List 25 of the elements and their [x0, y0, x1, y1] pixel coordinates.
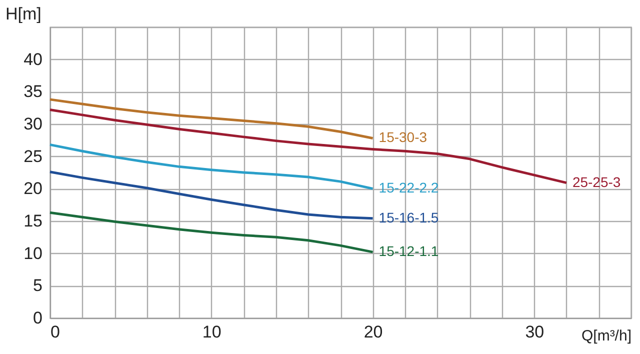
y-tick-label: 35 [24, 82, 42, 102]
line-series [48, 98, 374, 140]
y-tick-label: 30 [24, 114, 42, 134]
x-axis-title: Q[m³/h] [581, 328, 632, 344]
series-label: 15-22-2.2 [378, 180, 439, 196]
y-axis-title: H[m] [6, 4, 42, 24]
series-label: 15-12-1.1 [378, 243, 439, 260]
y-tick-label: 40 [24, 50, 42, 69]
y-tick-label: 15 [24, 212, 42, 230]
y-tick-label: 20 [24, 179, 42, 198]
x-tick-label: 20 [364, 322, 383, 342]
y-tick-label: 25 [24, 146, 42, 166]
y-tick-label: 0 [33, 308, 42, 328]
line-series [48, 108, 568, 184]
line-series [48, 170, 374, 220]
x-tick-label: 10 [202, 322, 222, 342]
series-label: 15-16-1.5 [378, 209, 439, 226]
line-series [48, 143, 374, 190]
series-label: 15-30-3 [378, 129, 428, 146]
x-tick-label: 0 [50, 322, 60, 342]
x-tick-label: 30 [525, 322, 544, 342]
y-tick-label: 5 [33, 276, 42, 296]
y-tick-label: 10 [24, 244, 42, 263]
series-label: 25-25-3 [572, 174, 621, 190]
line-series [48, 211, 374, 254]
